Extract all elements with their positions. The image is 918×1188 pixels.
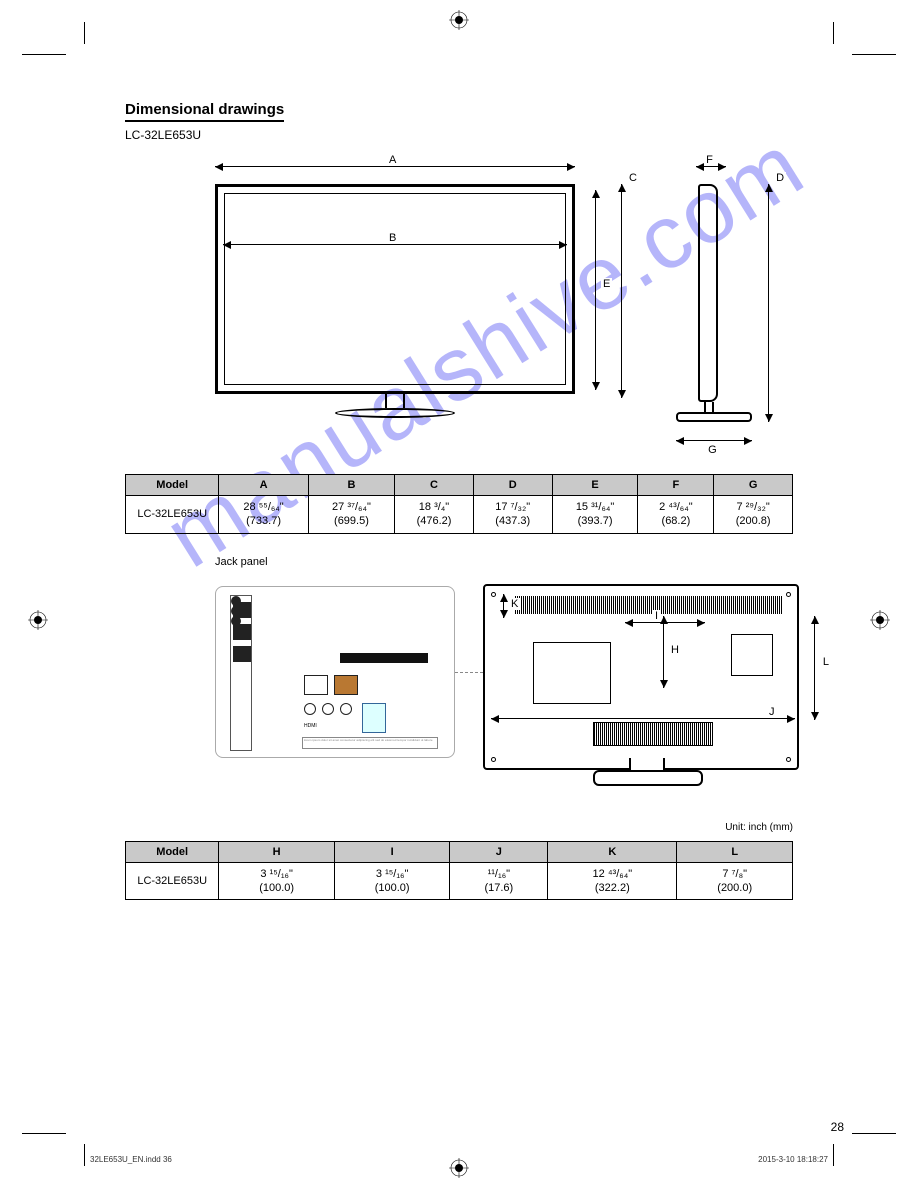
table2-header: J xyxy=(450,841,548,862)
table1-value-cell: 15 ³¹/₆₄"(393.7) xyxy=(552,496,638,534)
dimension-label-f: F xyxy=(704,154,715,166)
section-title: Dimensional drawings xyxy=(125,101,284,122)
footer-date: 2015-3-10 18:18:27 xyxy=(758,1155,828,1164)
dimension-label-k: K xyxy=(509,598,520,610)
table1-header: D xyxy=(473,475,552,496)
crop-mark xyxy=(852,1133,896,1134)
table1-header: A xyxy=(219,475,308,496)
dimension-label-b: B xyxy=(387,232,398,244)
hdmi-logo-icon: HDMI xyxy=(304,723,317,729)
dimension-label-a: A xyxy=(387,154,398,166)
registration-mark-icon xyxy=(870,610,890,630)
tv-front-outline xyxy=(215,184,575,394)
page-number: 28 xyxy=(831,1120,844,1134)
jack-panel-detail: HDMI lorem ipsum dolor sit amet consecte… xyxy=(215,586,455,758)
tv-back-outline: H I K J L xyxy=(483,584,799,770)
table1-header: E xyxy=(552,475,638,496)
dimension-label-h: H xyxy=(669,644,681,656)
table1-value-cell: 17 ⁷/₃₂"(437.3) xyxy=(473,496,552,534)
dimension-label-j: J xyxy=(767,706,777,718)
table1-value-cell: 2 ⁴³/₆₄"(68.2) xyxy=(638,496,714,534)
table2-value-cell: 3 ¹⁵/₁₆"(100.0) xyxy=(219,862,335,900)
table1-header: G xyxy=(714,475,793,496)
dimension-label-g: G xyxy=(706,444,719,456)
table1-header: B xyxy=(308,475,394,496)
dimension-label-d: D xyxy=(774,172,786,184)
table2-model-cell: LC-32LE653U xyxy=(126,862,219,900)
crop-mark xyxy=(22,1133,66,1134)
crop-mark xyxy=(852,54,896,55)
table2-header: L xyxy=(677,841,793,862)
table1-header: F xyxy=(638,475,714,496)
dimensions-table-1: ModelABCDEFG LC-32LE653U28 ⁵⁵/₆₄"(733.7)… xyxy=(125,474,793,534)
table2-header: H xyxy=(219,841,335,862)
table2-header: K xyxy=(548,841,677,862)
jack-panel-title: Jack panel xyxy=(215,556,793,568)
table1-value-cell: 28 ⁵⁵/₆₄"(733.7) xyxy=(219,496,308,534)
table2-value-cell: 12 ⁴³/₆₄"(322.2) xyxy=(548,862,677,900)
front-side-diagram: A B E C F D G xyxy=(125,154,793,454)
registration-mark-icon xyxy=(28,610,48,630)
table1-header: Model xyxy=(126,475,219,496)
table2-value-cell: 3 ¹⁵/₁₆"(100.0) xyxy=(334,862,450,900)
page-content: Dimensional drawings LC-32LE653U A B E C xyxy=(85,55,833,1133)
dimension-label-i: I xyxy=(653,610,660,622)
back-diagram: HDMI lorem ipsum dolor sit amet consecte… xyxy=(125,582,793,812)
registration-mark-icon xyxy=(449,10,469,30)
table1-header: C xyxy=(395,475,474,496)
table1-value-cell: 27 ³⁷/₆₄"(699.5) xyxy=(308,496,394,534)
unit-note: Unit: inch (mm) xyxy=(125,822,793,833)
crop-mark xyxy=(22,54,66,55)
table1-model-cell: LC-32LE653U xyxy=(126,496,219,534)
crop-mark xyxy=(833,1144,834,1166)
section-subtitle: LC-32LE653U xyxy=(125,128,793,142)
dimension-label-e: E xyxy=(601,278,612,290)
crop-mark xyxy=(84,1144,85,1166)
registration-mark-icon xyxy=(449,1158,469,1178)
footer-filename: 32LE653U_EN.indd 36 xyxy=(90,1155,172,1164)
dimension-label-c: C xyxy=(627,172,639,184)
dimensions-table-2: ModelHIJKL LC-32LE653U3 ¹⁵/₁₆"(100.0)3 ¹… xyxy=(125,841,793,901)
tv-side-outline xyxy=(698,184,718,402)
crop-mark xyxy=(833,22,834,44)
table2-header: I xyxy=(334,841,450,862)
table2-value-cell: 7 ⁷/₈"(200.0) xyxy=(677,862,793,900)
table1-value-cell: 7 ²⁹/₃₂"(200.8) xyxy=(714,496,793,534)
table1-value-cell: 18 ³/₄"(476.2) xyxy=(395,496,474,534)
table2-header: Model xyxy=(126,841,219,862)
dimension-label-l: L xyxy=(821,656,831,668)
table2-value-cell: ¹¹/₁₆"(17.6) xyxy=(450,862,548,900)
crop-mark xyxy=(84,22,85,44)
